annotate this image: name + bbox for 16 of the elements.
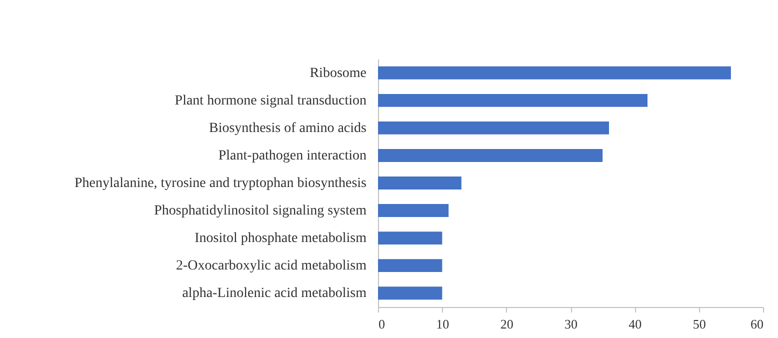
x-tick-label: 20 [500, 316, 514, 332]
y-tick-label: 2-Oxocarboxylic acid metabolism [176, 258, 367, 274]
x-tick-label: 30 [564, 316, 578, 332]
x-tick-label: 60 [750, 316, 764, 332]
y-tick-label: Biosynthesis of amino acids [209, 120, 366, 136]
y-tick-label: Plant-pathogen interaction [218, 148, 366, 164]
y-tick-label: Ribosome [310, 66, 366, 81]
x-tick-label: 40 [628, 316, 642, 332]
x-tick-label: 0 [378, 316, 385, 332]
y-tick-label: Phosphatidylinositol signaling system [154, 204, 367, 219]
x-tick-label: 10 [436, 316, 450, 332]
y-tick-label: Plant hormone signal transduction [174, 93, 366, 108]
y-tick-label: Inositol phosphate metabolism [194, 231, 367, 246]
x-tick-label: 50 [692, 316, 706, 332]
y-tick-label: alpha-Linolenic acid metabolism [182, 286, 367, 302]
y-tick-label: Phenylalanine, tyrosine and tryptophan biosynthesis [74, 176, 366, 191]
